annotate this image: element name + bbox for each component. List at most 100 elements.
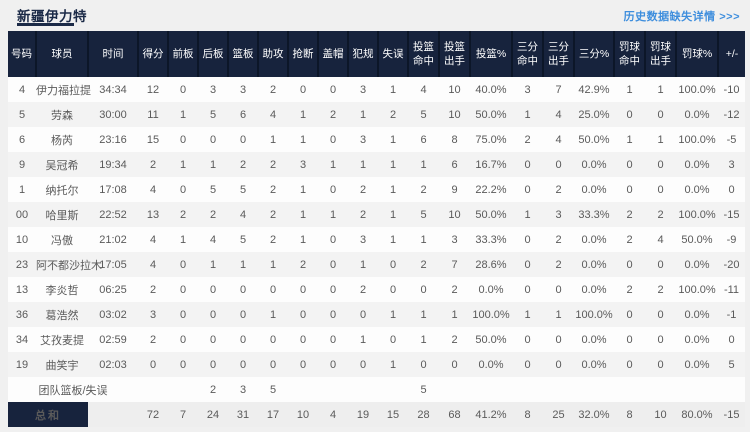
- stat-cell-ft-made: 0: [614, 152, 645, 177]
- stat-cell-rebounds: 0: [228, 277, 258, 302]
- stat-cell-ft-att: 0: [645, 327, 676, 352]
- stat-cell-tp-att: 0: [543, 277, 574, 302]
- stat-cell-ft-pct: 0.0%: [676, 302, 718, 327]
- stat-cell-ft-att: 0: [645, 102, 676, 127]
- stat-cell-points: 12: [138, 77, 168, 102]
- stat-cell-steals: 1: [288, 227, 318, 252]
- team-row-label: 团队篮板/失误: [8, 377, 138, 402]
- column-header-turnovers: 失误: [378, 31, 409, 77]
- total-stat-cell-fg-made: 68: [439, 402, 470, 427]
- stat-cell-number: 1: [8, 177, 36, 202]
- stat-cell-fg-made: 2: [408, 177, 439, 202]
- player-name-cell: 吴冠希: [36, 152, 88, 177]
- stat-cell-plus-minus: -10: [718, 77, 745, 102]
- total-stat-cell-time: 72: [138, 402, 168, 427]
- stat-cell-tp-pct: 0.0%: [574, 152, 614, 177]
- stat-cell-def-reb: 0: [198, 277, 228, 302]
- stat-cell-tp-made: 0: [512, 277, 543, 302]
- stat-cell-rebounds: 0: [228, 127, 258, 152]
- stat-cell-number: 5: [8, 102, 36, 127]
- stat-cell-ft-att: 2: [645, 277, 676, 302]
- stat-cell-points: 11: [138, 102, 168, 127]
- stat-cell-def-reb: 0: [198, 352, 228, 377]
- stat-cell-rebounds: 3: [228, 77, 258, 102]
- stat-cell-fg-pct: 0.0%: [470, 277, 512, 302]
- stat-cell-fg-made: 6: [408, 127, 439, 152]
- stat-cell-time: 06:25: [88, 277, 138, 302]
- stat-cell-ft-pct: 0.0%: [676, 102, 718, 127]
- stat-cell-fouls: 3: [348, 127, 378, 152]
- total-stat-cell-def-reb: 31: [228, 402, 258, 427]
- stat-cell-points: 4: [138, 252, 168, 277]
- total-stat-cell-assists: 10: [288, 402, 318, 427]
- player-name-cell: 哈里斯: [36, 202, 88, 227]
- stat-cell-steals: 3: [288, 152, 318, 177]
- stat-cell-fg-pct: 50.0%: [470, 102, 512, 127]
- stat-cell-turnovers: 0: [378, 277, 408, 302]
- stat-cell-plus-minus: -5: [718, 127, 745, 152]
- stat-cell-assists: 0: [258, 352, 288, 377]
- stat-cell-steals: 0: [288, 77, 318, 102]
- stat-cell-fouls: 3: [348, 77, 378, 102]
- stat-cell-fg-pct: 40.0%: [470, 77, 512, 102]
- stat-cell-steals: 1: [288, 177, 318, 202]
- total-stat-cell-points: 7: [168, 402, 198, 427]
- stat-cell-fg-pct: 33.3%: [470, 227, 512, 252]
- stat-cell-tp-pct: 0.0%: [574, 177, 614, 202]
- column-header-time: 时间: [88, 31, 139, 77]
- stat-cell-fg-pct: 28.6%: [470, 252, 512, 277]
- stat-cell-tp-att: 4: [543, 102, 574, 127]
- stat-cell-tp-pct: 0.0%: [574, 252, 614, 277]
- stat-cell-assists: 2: [258, 177, 288, 202]
- history-data-link[interactable]: 历史数据缺失详情 >>>: [623, 11, 740, 23]
- column-header-points: 得分: [138, 31, 169, 77]
- stat-cell-tp-att: 2: [543, 177, 574, 202]
- stat-cell-points: 2: [138, 327, 168, 352]
- stats-table-header: 号码 球员 时间 得分 前板 后板 篮板 助攻 抢断 盖帽 犯规 失误 投篮 命中 投篮 出手 投篮% 三分 …: [8, 31, 745, 77]
- stat-cell-fg-pct: 16.7%: [470, 152, 512, 177]
- stat-cell-fg-made: 1: [408, 327, 439, 352]
- team-stat-cell-ft-att: [676, 377, 718, 402]
- stat-cell-fg-pct: 50.0%: [470, 327, 512, 352]
- stat-cell-steals: 0: [288, 277, 318, 302]
- stat-cell-off-reb: 0: [168, 177, 198, 202]
- stat-cell-turnovers: 0: [378, 252, 408, 277]
- stat-cell-rebounds: 1: [228, 252, 258, 277]
- column-header-plus-minus: +/-: [718, 31, 745, 77]
- stat-cell-fg-att: 7: [439, 252, 470, 277]
- stat-cell-time: 17:05: [88, 252, 138, 277]
- stat-cell-ft-made: 0: [614, 302, 645, 327]
- stat-cell-fouls: 2: [348, 177, 378, 202]
- team-stat-cell-fg-made: [439, 377, 470, 402]
- column-header-ft-pct: 罚球%: [676, 31, 719, 77]
- stat-cell-ft-pct: 0.0%: [676, 152, 718, 177]
- team-stat-cell-tp-made: [543, 377, 574, 402]
- stat-cell-fg-att: 1: [439, 302, 470, 327]
- column-header-ft-att: 罚球 出手: [645, 31, 677, 77]
- total-stat-cell-fouls: 15: [378, 402, 408, 427]
- stat-cell-fg-made: 5: [408, 202, 439, 227]
- column-header-player: 球员: [36, 31, 89, 77]
- stat-cell-steals: 1: [288, 102, 318, 127]
- stat-cell-blocks: 1: [318, 202, 348, 227]
- stat-cell-fg-att: 10: [439, 102, 470, 127]
- column-header-fouls: 犯规: [348, 31, 379, 77]
- stat-cell-points: 3: [138, 302, 168, 327]
- stat-cell-fg-att: 2: [439, 327, 470, 352]
- stat-cell-blocks: 2: [318, 102, 348, 127]
- stat-cell-plus-minus: -15: [718, 202, 745, 227]
- stat-cell-turnovers: 1: [378, 77, 408, 102]
- total-stat-cell-fg-att: 41.2%: [470, 402, 512, 427]
- total-stat-cell-fg-pct: 8: [512, 402, 543, 427]
- stat-cell-rebounds: 0: [228, 302, 258, 327]
- stat-cell-ft-made: 1: [614, 77, 645, 102]
- stat-cell-plus-minus: 0: [718, 177, 745, 202]
- stat-cell-tp-pct: 50.0%: [574, 127, 614, 152]
- column-header-steals: 抢断: [288, 31, 319, 77]
- stat-cell-turnovers: 2: [378, 102, 408, 127]
- stat-cell-fouls: 3: [348, 227, 378, 252]
- stat-cell-time: 02:59: [88, 327, 138, 352]
- stat-cell-tp-att: 2: [543, 227, 574, 252]
- stat-cell-turnovers: 1: [378, 127, 408, 152]
- stat-cell-tp-pct: 100.0%: [574, 302, 614, 327]
